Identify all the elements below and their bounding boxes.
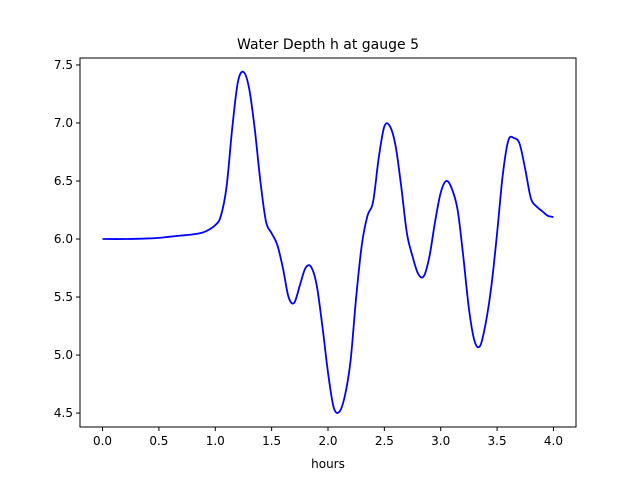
x-tick-label: 1.5 (262, 434, 281, 448)
chart-title: Water Depth h at gauge 5 (237, 37, 419, 53)
y-tick-label: 5.0 (54, 348, 73, 362)
x-tick-label: 2.5 (375, 434, 394, 448)
x-tick-label: 3.5 (488, 434, 507, 448)
x-axis-title: hours (311, 457, 345, 471)
y-tick-label: 4.5 (54, 406, 73, 420)
y-tick-label: 5.5 (54, 290, 73, 304)
y-tick-label: 7.0 (54, 116, 73, 130)
x-tick-label: 1.0 (206, 434, 225, 448)
x-tick-label: 0.5 (149, 434, 168, 448)
y-tick-label: 7.5 (54, 58, 73, 72)
y-tick-label: 6.0 (54, 232, 73, 246)
x-tick-label: 0.0 (93, 434, 112, 448)
y-axis: 4.5 5.0 5.5 6.0 6.5 7.0 7.5 (54, 58, 80, 420)
x-tick-label: 2.0 (318, 434, 337, 448)
plot-area (102, 70, 554, 414)
x-tick-label: 4.0 (544, 434, 563, 448)
series-line-0 (102, 70, 554, 414)
x-tick-label: 3.0 (431, 434, 450, 448)
y-tick-label: 6.5 (54, 174, 73, 188)
x-axis: 0.0 0.5 1.0 1.5 2.0 2.5 3.0 3.5 4.0 (93, 427, 563, 448)
axes-frame (79, 57, 577, 428)
